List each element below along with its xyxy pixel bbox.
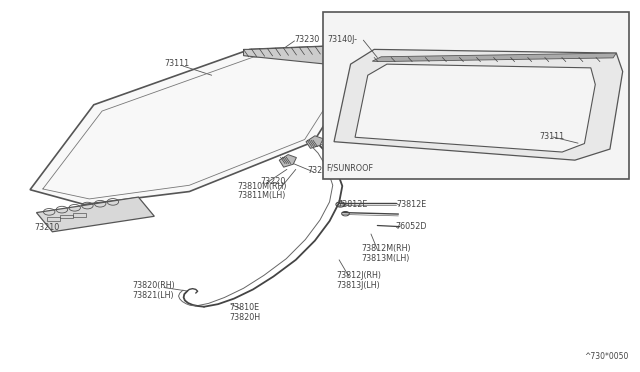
Polygon shape [334, 49, 623, 160]
Text: 73812E: 73812E [396, 200, 427, 209]
Text: 76052D: 76052D [395, 222, 427, 231]
Text: 73820(RH): 73820(RH) [132, 281, 175, 290]
Polygon shape [279, 155, 296, 167]
Text: 73811M(LH): 73811M(LH) [237, 192, 285, 201]
Polygon shape [244, 46, 365, 67]
Text: 73810E: 73810E [230, 303, 260, 312]
Text: 73813M(LH): 73813M(LH) [362, 254, 410, 263]
Text: 73812M(RH): 73812M(RH) [362, 244, 411, 253]
Text: 73220: 73220 [260, 177, 285, 186]
Text: 73812J(RH): 73812J(RH) [336, 271, 381, 280]
Bar [73, 213, 86, 217]
Text: 72812E: 72812E [338, 200, 368, 209]
Text: 73111: 73111 [164, 59, 189, 68]
Text: 73810M(RH): 73810M(RH) [237, 182, 287, 190]
Text: 73111: 73111 [540, 132, 565, 141]
Text: 73222: 73222 [362, 158, 387, 168]
Text: 73821(LH): 73821(LH) [132, 291, 173, 300]
Polygon shape [372, 53, 616, 62]
Text: 73221: 73221 [307, 166, 333, 175]
Bar [323, 13, 629, 179]
Text: 73230: 73230 [294, 35, 320, 44]
Polygon shape [355, 64, 595, 152]
Bar [60, 215, 73, 218]
Polygon shape [306, 136, 323, 148]
Polygon shape [36, 197, 154, 232]
Bar [47, 217, 60, 221]
Polygon shape [30, 46, 365, 205]
Text: ^730*0050: ^730*0050 [585, 352, 629, 361]
Text: 73820H: 73820H [230, 313, 260, 322]
Text: F/SUNROOF: F/SUNROOF [326, 164, 373, 173]
Text: 73210: 73210 [35, 223, 60, 232]
Text: 73140J-: 73140J- [328, 35, 358, 44]
Text: 73813J(LH): 73813J(LH) [336, 281, 380, 290]
